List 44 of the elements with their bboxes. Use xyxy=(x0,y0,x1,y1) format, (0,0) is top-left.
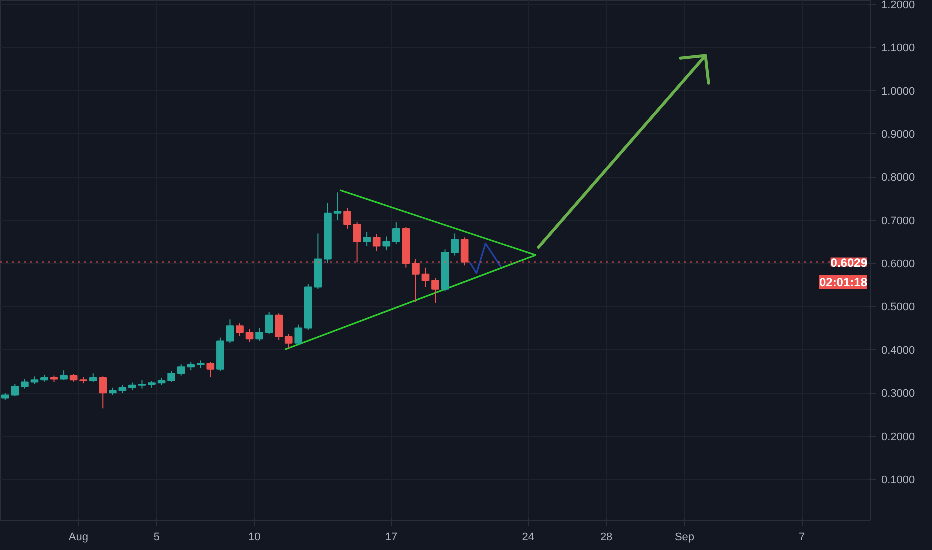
x-tick-label: 17 xyxy=(385,532,398,544)
candlestick xyxy=(334,192,342,221)
x-tick-label: Sep xyxy=(674,532,695,544)
annotation: 02:01:18 xyxy=(819,275,868,290)
candlestick xyxy=(382,236,391,252)
candlestick xyxy=(451,233,459,256)
candlestick xyxy=(363,232,371,247)
y-tick-label: 0.3000 xyxy=(882,388,916,400)
candlestick xyxy=(236,322,244,337)
candlestick xyxy=(246,328,254,343)
y-tick-label: 0.4000 xyxy=(882,344,916,357)
y-tick-label: 0.8000 xyxy=(882,172,916,184)
candlestick xyxy=(99,376,108,410)
x-tick-label: 24 xyxy=(522,532,534,544)
x-tick-label: Aug xyxy=(68,532,88,544)
candlestick xyxy=(226,319,234,344)
candlestick xyxy=(21,378,29,390)
candlestick xyxy=(275,313,284,341)
y-tick-label: 0.9000 xyxy=(882,128,916,141)
candlestick xyxy=(265,312,274,335)
candlestick xyxy=(284,334,293,350)
candlestick xyxy=(432,278,440,304)
x-tick-label: 7 xyxy=(799,532,806,544)
y-tick-label: 0.7000 xyxy=(882,215,916,228)
y-tick-label: 1.1000 xyxy=(882,42,916,55)
candlestick xyxy=(344,208,352,230)
ref-line-label: 0.6029 xyxy=(830,256,868,270)
y-tick-label: 0.5000 xyxy=(882,302,916,314)
candlestick xyxy=(168,370,176,383)
y-tick-label: 0.2000 xyxy=(882,431,916,444)
candlestick xyxy=(294,324,303,346)
candlestick xyxy=(422,267,430,288)
candlestick xyxy=(256,328,264,342)
x-tick-label: 28 xyxy=(600,532,613,544)
y-tick-label: 1.0000 xyxy=(882,86,916,98)
x-tick-label: 10 xyxy=(248,532,261,544)
x-tick-label: 5 xyxy=(154,532,160,544)
candlestick xyxy=(206,361,215,378)
candlestick xyxy=(372,234,381,252)
y-tick-label: 0.6000 xyxy=(882,258,916,271)
candlestick xyxy=(392,222,400,245)
y-tick-label: 0.1000 xyxy=(882,474,916,486)
y-tick-label: 1.2000 xyxy=(882,0,916,12)
candlestick xyxy=(177,364,186,376)
